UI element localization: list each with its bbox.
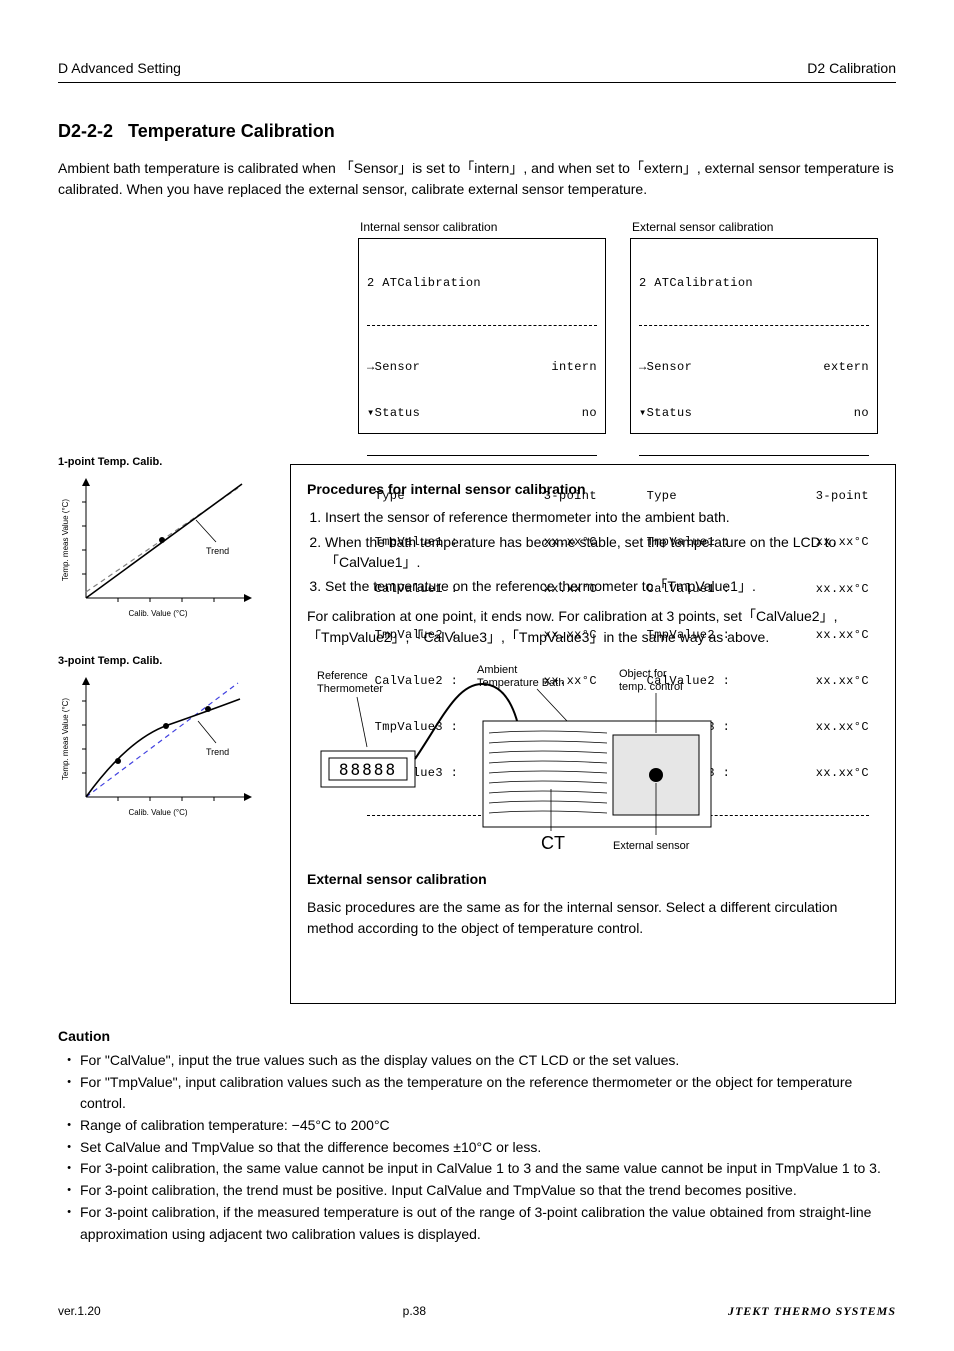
- chart2-title: 3-point Temp. Calib.: [58, 655, 266, 667]
- chart1-svg: Trend Calib. Value (°C) Temp. meas Value…: [58, 470, 258, 622]
- lcd-row-value: intern: [551, 360, 597, 375]
- lcd-row-label: ▾Status: [639, 406, 692, 421]
- page-footer: ver.1.20 p.38 JTEKT THERMO SYSTEMS: [58, 1304, 896, 1319]
- bath-label-1: Ambient: [477, 664, 517, 676]
- page-header: D Advanced Setting D2 Calibration: [58, 60, 896, 83]
- lcd-title: 2 ATCalibration: [639, 276, 753, 291]
- footer-version: ver.1.20: [58, 1304, 101, 1319]
- chart2-legend: Trend: [206, 747, 229, 757]
- lcd-row-value: no: [582, 406, 597, 421]
- ref-thermo-label-2: Thermometer: [317, 683, 383, 695]
- chart1-xlabel: Calib. Value (°C): [128, 609, 187, 618]
- procedure-step: Insert the sensor of reference thermomet…: [325, 507, 879, 527]
- chart2-ylabel: Temp. meas Value (°C): [61, 698, 70, 781]
- procedure-box: Procedures for internal sensor calibrati…: [290, 464, 896, 1004]
- calibration-diagram: Reference Thermometer 88888 Ambien: [307, 659, 879, 859]
- lcd-row-label: →Sensor: [367, 360, 420, 375]
- caution-item: Set CalValue and TmpValue so that the di…: [80, 1137, 896, 1159]
- procedure-note: For calibration at one point, it ends no…: [307, 606, 879, 647]
- thermo-display: 88888: [339, 760, 397, 779]
- caution-item: For 3-point calibration, the trend must …: [80, 1180, 896, 1202]
- caution-section: Caution For "CalValue", input the true v…: [58, 1028, 896, 1245]
- ct-label: CT: [541, 833, 565, 853]
- ext-sensor-label: External sensor: [613, 840, 690, 852]
- lcd-caption-external: External sensor calibration: [630, 220, 878, 234]
- header-chapter: D Advanced Setting: [58, 60, 181, 76]
- section-number: D2-2-2: [58, 121, 113, 141]
- section-name: Temperature Calibration: [128, 121, 335, 141]
- lcd-row-label: ▾Status: [367, 406, 420, 421]
- procedure-heading: Procedures for internal sensor calibrati…: [307, 479, 879, 499]
- chart-3point: 3-point Temp. Calib.: [58, 655, 266, 826]
- lcd-row-value: extern: [823, 360, 869, 375]
- procedure-step: When the bath temperature has become sta…: [325, 532, 879, 573]
- lcd-row-value: no: [854, 406, 869, 421]
- ref-thermo-label: Reference: [317, 670, 368, 682]
- lcd-panel-internal: 2 ATCalibration →Sensorintern ▾Statusno …: [358, 238, 606, 434]
- header-subchapter: D2 Calibration: [807, 60, 896, 76]
- chart-1point: 1-point Temp. Calib.: [58, 456, 266, 627]
- ext-heading: External sensor calibration: [307, 869, 879, 889]
- chart2-xlabel: Calib. Value (°C): [128, 808, 187, 817]
- lcd-caption-internal: Internal sensor calibration: [358, 220, 606, 234]
- chart1-ylabel: Temp. meas Value (°C): [61, 499, 70, 582]
- section-title: D2-2-2 Temperature Calibration: [58, 121, 896, 142]
- bath-label-2: Temperature Bath: [477, 677, 564, 689]
- ext-text: Basic procedures are the same as for the…: [307, 897, 879, 938]
- procedure-step: Set the temperature on the reference the…: [325, 576, 879, 596]
- caution-item: For "TmpValue", input calibration values…: [80, 1072, 896, 1115]
- obj-label-1: Object for: [619, 668, 667, 680]
- chart1-title: 1-point Temp. Calib.: [58, 456, 266, 468]
- footer-brand: JTEKT THERMO SYSTEMS: [728, 1304, 896, 1319]
- caution-item: Range of calibration temperature: −45°C …: [80, 1115, 896, 1137]
- caution-heading: Caution: [58, 1028, 896, 1044]
- procedure-steps: Insert the sensor of reference thermomet…: [325, 507, 879, 596]
- caution-item: For 3-point calibration, if the measured…: [80, 1202, 896, 1245]
- caution-item: For "CalValue", input the true values su…: [80, 1050, 896, 1072]
- footer-page: p.38: [403, 1304, 426, 1319]
- caution-item: For 3-point calibration, the same value …: [80, 1158, 896, 1180]
- lcd-title: 2 ATCalibration: [367, 276, 481, 291]
- lcd-panel-external: 2 ATCalibration →Sensorextern ▾Statusno …: [630, 238, 878, 434]
- intro-paragraph: Ambient bath temperature is calibrated w…: [58, 158, 896, 200]
- chart2-svg: Trend Calib. Value (°C) Temp. meas Value…: [58, 669, 258, 821]
- lcd-row-label: →Sensor: [639, 360, 692, 375]
- obj-label-2: temp. control: [619, 681, 683, 693]
- chart1-legend: Trend: [206, 546, 229, 556]
